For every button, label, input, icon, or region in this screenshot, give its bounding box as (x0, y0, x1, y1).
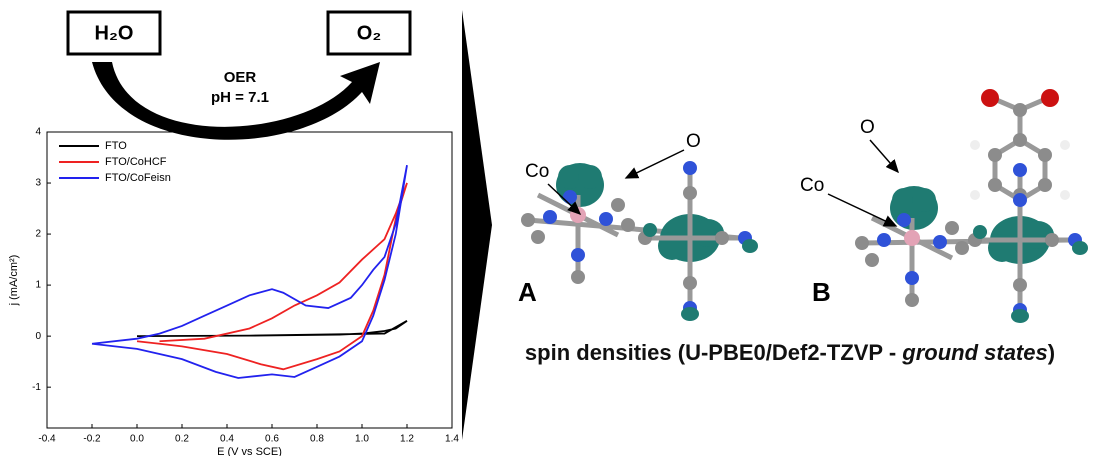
atom (1060, 140, 1070, 150)
spin-density (973, 225, 987, 239)
atom (1038, 178, 1052, 192)
atom (715, 231, 729, 245)
atom (970, 190, 980, 200)
x-tick-label: 0.2 (175, 434, 189, 445)
atom (865, 253, 879, 267)
x-axis-label: E (V vs SCE) (217, 446, 282, 456)
molecule-label: A (518, 277, 537, 307)
atom (897, 213, 911, 227)
y-tick-label: 4 (35, 127, 41, 138)
atom (1013, 133, 1027, 147)
data-line (137, 183, 407, 369)
y-tick-label: -1 (32, 382, 41, 393)
legend-label: FTO/CoHCF (105, 156, 167, 168)
spin-density (578, 165, 602, 189)
x-tick-label: 0.0 (130, 434, 144, 445)
x-tick-label: 1.2 (400, 434, 414, 445)
condition: pH = 7.1 (211, 89, 269, 106)
molecule-label: B (812, 277, 831, 307)
spin-density (742, 239, 758, 253)
atom (1013, 103, 1027, 117)
y-axis-label: j (mA/cm²) (8, 255, 20, 307)
y-tick-label: 0 (35, 331, 41, 342)
atom (877, 233, 891, 247)
y-tick-label: 1 (35, 280, 41, 291)
x-tick-label: -0.4 (38, 434, 56, 445)
cv-chart: -1 0 1 2 3 4 -0.4 -0.2 0.0 0.2 0.4 0.6 0.8 1.0 1.2 1.4 E… (8, 127, 459, 456)
pointer (828, 194, 896, 226)
x-tick-label: 0.6 (265, 434, 279, 445)
y-tick-label: 3 (35, 178, 41, 189)
atom (945, 221, 959, 235)
atom (905, 271, 919, 285)
atom (571, 248, 585, 262)
spin-density (912, 188, 936, 212)
atom (955, 241, 969, 255)
atom (988, 178, 1002, 192)
spin-density (643, 223, 657, 237)
molecules (521, 89, 1088, 323)
product: O₂ (357, 22, 381, 44)
atom (970, 140, 980, 150)
atom (1045, 233, 1059, 247)
atom (683, 186, 697, 200)
atom (1041, 89, 1059, 107)
atom (988, 148, 1002, 162)
caption-end: ) (1048, 340, 1055, 365)
atom (1060, 190, 1070, 200)
atom (599, 212, 613, 226)
data-line (137, 321, 407, 336)
x-tick-label: 1.0 (355, 434, 369, 445)
legend-label: FTO (105, 140, 127, 152)
spin-density (1011, 309, 1029, 323)
divider-arrow (462, 10, 492, 440)
co-label: Co (800, 175, 824, 196)
y-tick-label: 2 (35, 229, 41, 240)
atom (611, 198, 625, 212)
atom (905, 293, 919, 307)
data-line (92, 165, 407, 378)
reactant: H₂O (95, 22, 134, 44)
atom (621, 218, 635, 232)
atom (1013, 163, 1027, 177)
x-tick-label: 0.4 (220, 434, 234, 445)
atom (563, 190, 577, 204)
atom (1038, 148, 1052, 162)
atom (904, 230, 920, 246)
o-label: O (686, 131, 701, 152)
atom (1013, 278, 1027, 292)
caption-text: spin densities (U-PBE0/Def2-TZVP - (525, 340, 902, 365)
spin-density (1072, 241, 1088, 255)
atom (570, 207, 586, 223)
spin-density (681, 307, 699, 321)
co-label: Co (525, 161, 549, 182)
caption-emphasis: ground states (901, 340, 1047, 365)
o-label: O (860, 117, 875, 138)
pointer (870, 140, 898, 172)
atom (571, 270, 585, 284)
pointer (626, 150, 684, 178)
atom (531, 230, 545, 244)
atom (1013, 193, 1027, 207)
x-tick-label: 1.4 (445, 434, 459, 445)
atom (683, 161, 697, 175)
legend-label: FTO/CoFeisn (105, 172, 171, 184)
process: OER (224, 69, 257, 86)
atom (981, 89, 999, 107)
atom (933, 235, 947, 249)
x-tick-label: 0.8 (310, 434, 324, 445)
atom (855, 236, 869, 250)
figure: H₂O O₂ OER pH = 7.1 O Co A O Co B spin d… (0, 0, 1104, 456)
atom (521, 213, 535, 227)
caption: spin densities (U-PBE0/Def2-TZVP - groun… (525, 340, 1055, 365)
x-tick-label: -0.2 (83, 434, 101, 445)
atom (543, 210, 557, 224)
atom (683, 276, 697, 290)
